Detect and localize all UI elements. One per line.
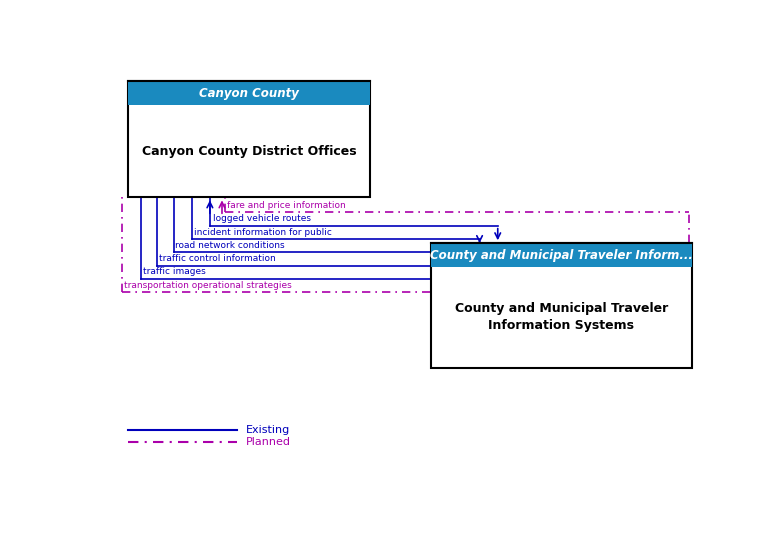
Text: County and Municipal Traveler
Information Systems: County and Municipal Traveler Informatio… (455, 302, 668, 333)
Bar (431, 243, 692, 267)
Bar (431, 243, 692, 368)
Text: Planned: Planned (246, 437, 291, 447)
Text: incident information for public: incident information for public (193, 227, 332, 237)
Text: County and Municipal Traveler Inform...: County and Municipal Traveler Inform... (430, 248, 693, 261)
Bar (128, 81, 371, 197)
Text: road network conditions: road network conditions (175, 241, 285, 250)
Text: Canyon County: Canyon County (199, 87, 300, 100)
Text: traffic control information: traffic control information (159, 254, 276, 263)
Text: traffic images: traffic images (143, 267, 206, 277)
Bar (128, 81, 371, 105)
Text: Canyon County District Offices: Canyon County District Offices (142, 145, 357, 158)
Text: Existing: Existing (246, 425, 290, 435)
Text: fare and price information: fare and price information (227, 201, 346, 210)
Text: logged vehicle routes: logged vehicle routes (213, 214, 311, 223)
Text: transportation operational strategies: transportation operational strategies (124, 281, 292, 289)
